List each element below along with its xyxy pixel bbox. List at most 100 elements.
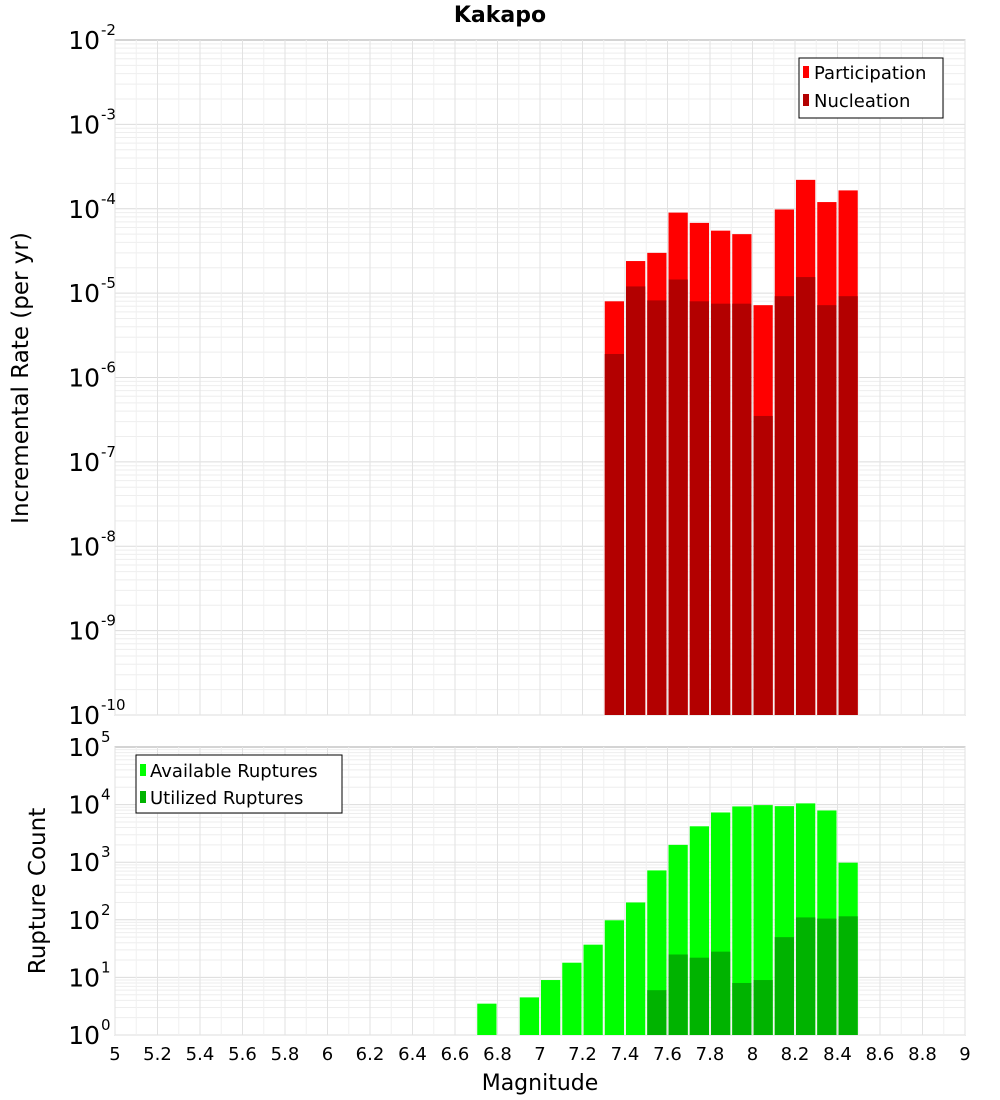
x-tick-label: 7 [534,1044,545,1065]
participation-legend-swatch [803,66,809,78]
available-legend-label: Available Ruptures [150,761,318,782]
count-legend-box [135,754,343,814]
count-bar-available-ruptures [477,1003,497,1035]
rate-y-axis-label: Incremental Rate (per yr) [8,232,34,524]
rate-bar-nucleation [604,353,624,715]
x-tick-label: 6.4 [398,1044,427,1065]
rate-y-tick-exponent: -4 [101,190,116,208]
rate-bar-nucleation [647,300,667,715]
count-legend: Available Ruptures Utilized Ruptures [135,754,343,814]
x-tick-label: 6 [322,1044,333,1065]
x-tick-label: 5.4 [186,1044,215,1065]
rate-bar-nucleation [774,296,794,715]
count-bar-utilized-ruptures [838,916,858,1035]
rate-y-tick-label: 10 [68,195,100,224]
count-y-tick-exponent: 2 [101,901,111,919]
count-y-tick-exponent: 5 [101,728,111,746]
rate-bar-nucleation [817,305,837,715]
count-bar-available-ruptures [732,806,752,1035]
rate-bar-nucleation [838,296,858,715]
x-tick-label: 8.4 [823,1044,852,1065]
count-bar-available-ruptures [604,920,624,1035]
x-tick-label: 8 [747,1044,758,1065]
rate-y-tick-exponent: -9 [101,612,116,630]
x-tick-label: 5 [109,1044,120,1065]
nucleation-legend-label: Nucleation [814,91,910,112]
count-bar-available-ruptures [519,997,539,1035]
x-tick-label: 6.2 [356,1044,385,1065]
x-axis-label: Magnitude [482,1071,599,1096]
rate-y-tick-label: 10 [68,110,100,139]
x-tick-label: 7.8 [696,1044,725,1065]
rate-y-tick-exponent: -10 [101,696,126,714]
count-y-axis-label: Rupture Count [25,808,51,974]
x-tick-label: 7.4 [611,1044,640,1065]
count-bar-utilized-ruptures [817,918,837,1035]
count-bar-available-ruptures [541,980,561,1035]
x-tick-label: 8.8 [908,1044,937,1065]
count-y-tick-exponent: 4 [101,786,111,804]
count-y-tick-label: 10 [68,906,100,935]
rate-y-tick-exponent: -3 [101,105,116,123]
rate-bar-nucleation [796,277,816,715]
count-bar-available-ruptures [583,944,603,1035]
x-tick-labels: 5 5.2 5.4 5.6 5.8 6 6.2 6.4 6.6 6.8 7 7.2 7.4 7.6 7.8 8… [109,1044,970,1065]
rate-y-tick-label: 10 [68,26,100,55]
x-tick-label: 5.2 [143,1044,172,1065]
count-bar-utilized-ruptures [796,917,816,1035]
count-bar-utilized-ruptures [774,937,794,1035]
x-tick-label: 7.2 [568,1044,597,1065]
rate-y-tick-exponent: -8 [101,527,116,545]
count-y-tick-label: 10 [68,848,100,877]
rate-y-tick-exponent: -7 [101,443,116,461]
count-bar-utilized-ruptures [711,951,731,1035]
rate-grid [114,40,966,716]
rate-y-tick-exponent: -5 [101,274,116,292]
count-y-tick-exponent: 0 [101,1016,111,1034]
count-bar-available-ruptures [626,902,646,1035]
count-y-tick-label: 10 [68,733,100,762]
count-bar-utilized-ruptures [668,954,688,1035]
rate-y-tick-label: 10 [68,532,100,561]
rate-bar-nucleation [732,303,752,715]
rate-y-tick-label: 10 [68,617,100,646]
rate-y-tick-label: 10 [68,701,100,730]
available-legend-swatch [140,764,146,776]
x-tick-label: 7.6 [653,1044,682,1065]
rate-bar-nucleation [753,415,773,715]
count-bar-utilized-ruptures [689,957,709,1035]
count-bar-available-ruptures [562,962,582,1035]
rate-legend-box [798,57,944,119]
chart-title: Kakapo [454,3,546,28]
rate-legend: Participation Nucleation [798,57,944,119]
count-y-tick-label: 10 [68,963,100,992]
rate-y-tick-exponent: -2 [101,21,116,39]
rate-y-tick-exponent: -6 [101,359,116,377]
count-bar-utilized-ruptures [647,990,667,1035]
x-tick-label: 6.8 [483,1044,512,1065]
utilized-legend-swatch [140,791,146,803]
utilized-legend-label: Utilized Ruptures [150,788,303,809]
count-bar-utilized-ruptures [732,982,752,1035]
rate-bar-nucleation [711,303,731,715]
nucleation-legend-swatch [803,94,809,106]
count-y-tick-label: 10 [68,1021,100,1050]
rate-bar-nucleation [689,301,709,715]
count-y-tick-exponent: 1 [101,958,111,976]
rate-y-tick-label: 10 [68,279,100,308]
count-y-tick-exponent: 3 [101,843,111,861]
x-tick-label: 9 [959,1044,970,1065]
participation-legend-label: Participation [814,63,926,84]
x-tick-label: 5.6 [228,1044,257,1065]
rate-y-tick-label: 10 [68,364,100,393]
x-tick-label: 8.6 [866,1044,895,1065]
count-y-tick-label: 10 [68,791,100,820]
count-bar-available-ruptures [753,805,773,1035]
count-bars [477,803,858,1035]
x-tick-label: 6.6 [441,1044,470,1065]
